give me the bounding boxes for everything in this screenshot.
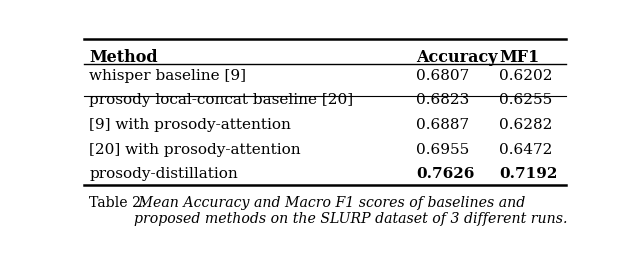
Text: 0.6887: 0.6887	[416, 118, 469, 132]
Text: 0.7626: 0.7626	[416, 167, 474, 181]
Text: prosody-distillation: prosody-distillation	[89, 167, 238, 181]
Text: [9] with prosody-attention: [9] with prosody-attention	[89, 118, 291, 132]
Text: 0.6282: 0.6282	[500, 118, 553, 132]
Text: 0.6255: 0.6255	[500, 93, 553, 107]
Text: 0.6472: 0.6472	[500, 143, 553, 157]
Text: [20] with prosody-attention: [20] with prosody-attention	[89, 143, 301, 157]
Text: 0.6955: 0.6955	[416, 143, 469, 157]
Text: 0.6807: 0.6807	[416, 69, 469, 83]
Text: 0.6823: 0.6823	[416, 93, 469, 107]
Text: Method: Method	[89, 49, 158, 66]
Text: Accuracy: Accuracy	[416, 49, 497, 66]
Text: Mean Accuracy and Macro F1 scores of baselines and
proposed methods on the SLURP: Mean Accuracy and Macro F1 scores of bas…	[134, 196, 568, 226]
Text: prosody local-concat baseline [20]: prosody local-concat baseline [20]	[89, 93, 353, 107]
Text: MF1: MF1	[500, 49, 540, 66]
Text: Table 2:: Table 2:	[89, 196, 146, 210]
Text: 0.7192: 0.7192	[500, 167, 558, 181]
Text: whisper baseline [9]: whisper baseline [9]	[89, 69, 246, 83]
Text: 0.6202: 0.6202	[500, 69, 553, 83]
